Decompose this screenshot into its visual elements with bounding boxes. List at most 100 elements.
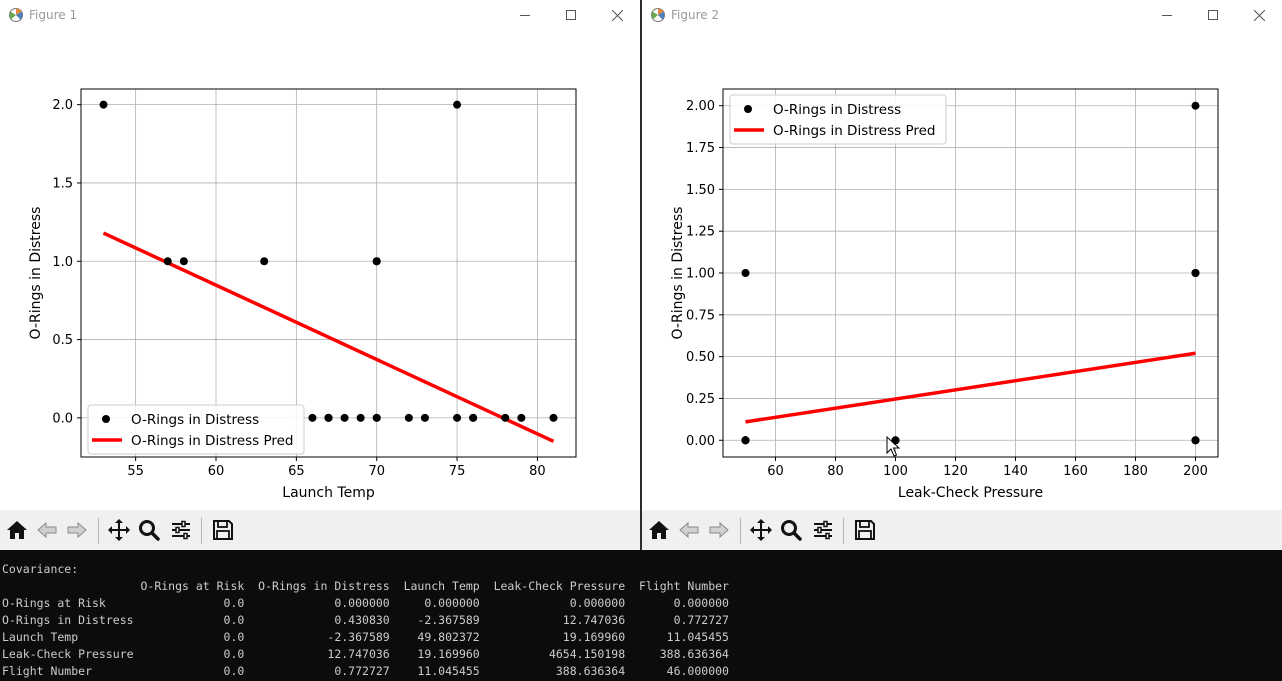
toolbar-separator <box>843 518 844 544</box>
data-point <box>420 413 429 422</box>
x-tick-label: 80 <box>529 464 546 479</box>
mouse-cursor-icon <box>886 436 900 457</box>
x-tick-label: 60 <box>208 464 225 479</box>
data-point <box>372 257 381 266</box>
legend-box <box>729 94 947 145</box>
data-point <box>372 413 381 422</box>
zoom-icon <box>781 520 802 541</box>
x-tick-label: 100 <box>883 464 908 479</box>
legend: O-Rings in Distress O-Rings in Distress P… <box>729 94 947 145</box>
pan-icon <box>108 519 130 541</box>
zoom-icon <box>139 520 160 541</box>
home-icon <box>649 521 669 539</box>
y-tick-label: 1.75 <box>686 141 715 156</box>
legend-label: O-Rings in Distress <box>773 102 901 118</box>
data-point <box>1191 101 1200 110</box>
back-button[interactable] <box>32 515 62 545</box>
back-arrow-icon <box>37 521 57 539</box>
home-button[interactable] <box>644 515 674 545</box>
x-tick-label: 75 <box>449 464 466 479</box>
data-point <box>1191 436 1200 445</box>
window-title: Figure 1 <box>29 8 78 22</box>
maximize-button[interactable] <box>548 0 594 30</box>
data-point <box>549 413 558 422</box>
maximize-button[interactable] <box>1190 0 1236 30</box>
x-axis-label: Leak-Check Pressure <box>898 485 1043 501</box>
x-tick-label: 70 <box>368 464 385 479</box>
legend-box <box>87 404 305 455</box>
y-tick-label: 2.0 <box>52 98 73 113</box>
figure-2-window: Figure 2 60 80 100 120 140 160 180 200 0.00 0.25 0… <box>642 0 1282 550</box>
data-point <box>741 436 750 445</box>
console-line: Leak-Check Pressure 0.0 12.747036 19.169… <box>2 647 729 661</box>
data-point <box>501 413 510 422</box>
prediction-line <box>745 351 1196 424</box>
configure-subplots-icon <box>172 520 190 540</box>
close-icon <box>611 9 623 21</box>
maximize-icon <box>1208 10 1218 20</box>
data-point <box>453 413 462 422</box>
home-button[interactable] <box>2 515 32 545</box>
matplotlib-logo-icon <box>9 8 23 22</box>
window-title: Figure 2 <box>671 8 720 22</box>
axes-frame <box>80 88 577 458</box>
data-point <box>324 413 333 422</box>
maximize-icon <box>566 10 576 20</box>
x-tick-label: 80 <box>827 464 844 479</box>
legend: O-Rings in Distress O-Rings in Distress P… <box>87 404 305 455</box>
console-line: Launch Temp 0.0 -2.367589 49.802372 19.1… <box>2 630 729 644</box>
data-point <box>260 257 269 266</box>
y-tick-label: 1.25 <box>686 225 715 240</box>
save-icon <box>855 520 875 540</box>
data-point <box>99 100 108 109</box>
legend-marker <box>102 415 110 423</box>
forward-arrow-icon <box>67 521 87 539</box>
figure-2-plot[interactable]: 60 80 100 120 140 160 180 200 0.00 0.25 0.50 0.75 1.… <box>642 30 1282 510</box>
data-point <box>891 436 900 445</box>
toolbar-separator <box>98 518 99 544</box>
matplotlib-logo-icon <box>651 8 665 22</box>
zoom-button[interactable] <box>134 515 164 545</box>
x-axis-label: Launch Temp <box>282 485 375 501</box>
y-tick-label: 1.0 <box>52 255 73 270</box>
zoom-button[interactable] <box>776 515 806 545</box>
x-tick-label: 200 <box>1183 464 1208 479</box>
console-line: Flight Number 0.0 0.772727 11.045455 388… <box>2 664 729 678</box>
x-tick-label: 140 <box>1003 464 1028 479</box>
legend-label: O-Rings in Distress Pred <box>131 433 293 449</box>
y-tick-label: 0.5 <box>52 333 73 348</box>
minimize-button[interactable] <box>502 0 548 30</box>
minimize-button[interactable] <box>1144 0 1190 30</box>
x-tick-label: 180 <box>1123 464 1148 479</box>
prediction-line <box>102 231 555 443</box>
pan-button[interactable] <box>746 515 776 545</box>
data-point <box>741 269 750 277</box>
minimize-icon <box>1162 15 1172 16</box>
figure-1-window: Figure 1 55 60 65 70 75 80 0.0 0.5 1.0 1.5 2.0 Laun… <box>0 0 640 550</box>
navigation-toolbar <box>0 510 640 550</box>
save-button[interactable] <box>208 515 238 545</box>
console-line: O-Rings in Distress 0.0 0.430830 -2.3675… <box>2 613 729 627</box>
toolbar-separator <box>201 518 202 544</box>
save-button[interactable] <box>850 515 880 545</box>
save-icon <box>213 520 233 540</box>
console-line: O-Rings at Risk O-Rings in Distress Laun… <box>2 579 729 593</box>
forward-button[interactable] <box>704 515 734 545</box>
configure-subplots-button[interactable] <box>808 515 838 545</box>
figure-1-plot[interactable]: 55 60 65 70 75 80 0.0 0.5 1.0 1.5 2.0 Launch Temp O-… <box>0 30 640 510</box>
forward-button[interactable] <box>62 515 92 545</box>
back-button[interactable] <box>674 515 704 545</box>
y-tick-label: 1.5 <box>52 176 73 191</box>
data-point <box>356 413 365 422</box>
x-tick-label: 160 <box>1063 464 1088 479</box>
y-tick-label: 1.00 <box>686 267 715 282</box>
title-bar[interactable]: Figure 2 <box>642 0 1282 30</box>
pan-icon <box>750 519 772 541</box>
pan-button[interactable] <box>104 515 134 545</box>
configure-subplots-button[interactable] <box>166 515 196 545</box>
x-tick-label: 120 <box>943 464 968 479</box>
close-button[interactable] <box>594 0 640 30</box>
toolbar-separator <box>740 518 741 544</box>
close-button[interactable] <box>1236 0 1282 30</box>
title-bar[interactable]: Figure 1 <box>0 0 640 30</box>
